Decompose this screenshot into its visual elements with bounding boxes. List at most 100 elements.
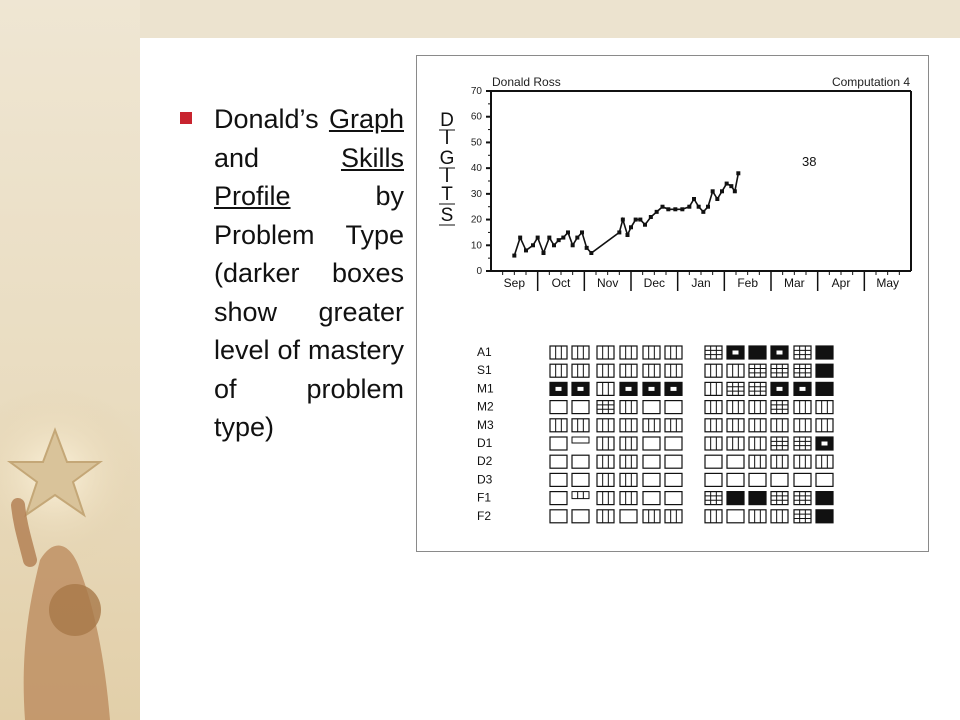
y-tick-label: 20 — [471, 215, 483, 226]
profile-cell — [726, 472, 745, 487]
bullet-text-part: and — [214, 142, 341, 173]
cell-dot — [625, 386, 632, 391]
cell-box — [642, 472, 661, 487]
cell-box — [726, 363, 745, 378]
profile-cell — [571, 363, 590, 378]
cell-box — [815, 381, 834, 396]
data-point — [552, 243, 556, 248]
data-point — [715, 197, 720, 201]
profile-cell — [549, 472, 568, 487]
data-point — [724, 181, 729, 186]
profile-cell — [726, 418, 745, 433]
data-point — [736, 171, 741, 176]
y-label-letter: I — [444, 166, 449, 187]
cell-box — [815, 472, 834, 487]
data-point — [654, 209, 659, 214]
data-point — [706, 204, 710, 209]
profile-cell — [619, 436, 638, 451]
profile-cell — [704, 472, 723, 487]
cell-box — [748, 454, 767, 469]
y-tick-label: 30 — [471, 189, 483, 200]
month-label: Jan — [691, 276, 710, 290]
profile-cell — [748, 363, 767, 378]
profile-cell — [704, 454, 723, 469]
cell-box — [748, 363, 767, 378]
profile-cell — [549, 400, 568, 415]
cell-box — [642, 345, 661, 360]
cell-box — [664, 363, 683, 378]
profile-cell — [664, 454, 683, 469]
profile-cell — [664, 418, 683, 433]
cell-box — [726, 491, 745, 506]
y-label-letter: D — [440, 110, 454, 131]
profile-row-label: D2 — [477, 454, 493, 468]
data-point — [680, 207, 685, 212]
profile-cell — [571, 454, 590, 469]
bullet-marker — [180, 112, 192, 124]
data-point — [589, 251, 594, 255]
bullet-text: Donald’s Graph and Skills Profile by Pro… — [214, 100, 404, 447]
cell-box — [664, 400, 683, 415]
cell-box — [549, 363, 568, 378]
profile-cell — [704, 381, 723, 396]
profile-row-label: M3 — [477, 418, 494, 432]
profile-cell — [642, 491, 661, 506]
profile-row-label: M2 — [477, 400, 494, 414]
cell-box — [549, 345, 568, 360]
profile-cell — [748, 454, 767, 469]
profile-cell — [642, 363, 661, 378]
profile-cell — [704, 363, 723, 378]
cell-box — [770, 363, 789, 378]
profile-cell — [664, 509, 683, 524]
profile-cell — [619, 472, 638, 487]
cell-box — [770, 400, 789, 415]
profile-row-label: D3 — [477, 472, 493, 486]
profile-cell — [793, 454, 812, 469]
profile-cell — [664, 436, 683, 451]
cell-box — [596, 400, 615, 415]
chart-title-left: Donald Ross — [492, 75, 561, 89]
cell-dot — [670, 386, 677, 391]
profile-cell — [596, 436, 615, 451]
profile-cell — [726, 491, 745, 506]
profile-cell — [549, 436, 568, 451]
cell-box — [664, 472, 683, 487]
profile-cell — [770, 491, 789, 506]
cell-box — [770, 472, 789, 487]
profile-cell — [664, 345, 683, 360]
cell-box — [596, 363, 615, 378]
month-label: Mar — [784, 276, 805, 290]
data-point — [666, 207, 671, 212]
profile-cell — [770, 509, 789, 524]
profile-cell — [549, 509, 568, 524]
profile-cell — [596, 472, 615, 487]
decorative-star-figure — [0, 385, 140, 720]
data-point — [524, 248, 528, 253]
profile-cell — [549, 345, 568, 360]
data-point — [648, 215, 653, 219]
cell-box — [793, 418, 812, 433]
cell-box — [793, 400, 812, 415]
profile-cell — [704, 491, 723, 506]
cell-box — [770, 436, 789, 451]
cell-box — [726, 472, 745, 487]
cell-box — [815, 491, 834, 506]
profile-cell — [748, 491, 767, 506]
cell-box — [815, 363, 834, 378]
cell-dot — [577, 386, 584, 391]
cell-box — [596, 381, 615, 396]
y-tick-label: 60 — [471, 112, 483, 123]
profile-cell — [642, 509, 661, 524]
data-point — [575, 235, 580, 240]
profile-cell — [793, 345, 812, 360]
profile-cell — [793, 491, 812, 506]
chart-title-right: Computation 4 — [832, 75, 910, 89]
month-label: May — [876, 276, 899, 290]
cell-box — [664, 454, 683, 469]
cell-box — [793, 454, 812, 469]
cell-box — [748, 381, 767, 396]
profile-cell — [815, 454, 834, 469]
cell-box — [664, 345, 683, 360]
cell-box — [815, 418, 834, 433]
